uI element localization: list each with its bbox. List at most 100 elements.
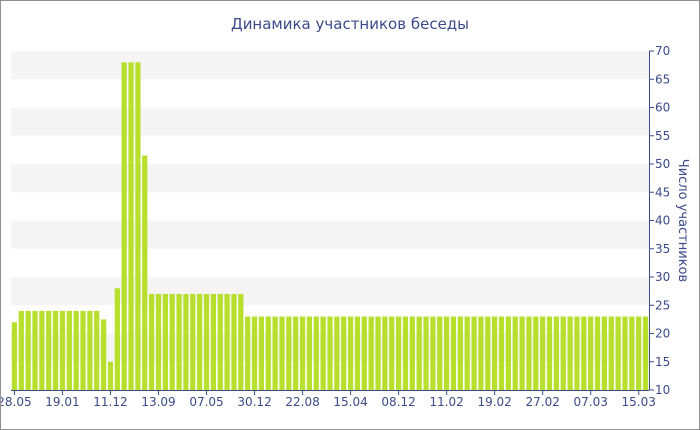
x-tick-label: 08.12 xyxy=(381,395,415,409)
bar xyxy=(231,293,237,390)
x-tick-label: 22.08 xyxy=(285,395,319,409)
bar xyxy=(478,316,484,390)
y-tick-label: 10 xyxy=(655,383,670,397)
chart-title: Динамика участников беседы xyxy=(230,15,470,33)
y-tick-label: 25 xyxy=(655,298,670,312)
bar xyxy=(286,316,292,390)
bar xyxy=(52,310,59,390)
bar xyxy=(443,316,450,390)
bar xyxy=(402,316,409,390)
x-tick-label: 15.04 xyxy=(333,395,367,409)
bar xyxy=(265,316,271,390)
bar xyxy=(361,316,367,390)
bar xyxy=(39,310,45,390)
bar xyxy=(567,316,573,390)
grid-bands xyxy=(11,51,649,362)
bar xyxy=(450,316,457,390)
y-axis-label: Число участников xyxy=(675,159,690,282)
bar xyxy=(169,293,175,390)
bar xyxy=(375,316,381,390)
bar xyxy=(492,316,498,390)
bar xyxy=(464,316,470,390)
bar xyxy=(615,316,621,390)
bar xyxy=(430,316,436,390)
bar xyxy=(594,316,601,390)
bar xyxy=(80,310,86,390)
grid-band xyxy=(11,51,649,80)
bar xyxy=(11,322,18,390)
bar xyxy=(190,293,196,390)
bar xyxy=(320,316,326,390)
y-tick-label: 60 xyxy=(655,101,670,115)
bar xyxy=(306,316,313,390)
x-tick-label: 15.03 xyxy=(622,395,656,409)
x-tick-label: 27.02 xyxy=(525,395,559,409)
bar xyxy=(498,316,505,390)
bar xyxy=(272,316,278,390)
x-tick-label: 11.02 xyxy=(429,395,463,409)
bar xyxy=(18,310,24,390)
x-tick-label: 28.05 xyxy=(1,395,32,409)
bar xyxy=(293,316,299,390)
y-tick-label: 50 xyxy=(655,157,670,171)
bar xyxy=(313,316,319,390)
y-tick-label: 65 xyxy=(655,72,670,86)
bar xyxy=(608,316,614,390)
bar xyxy=(203,293,210,390)
x-tick-label: 11.12 xyxy=(93,395,127,409)
bar xyxy=(437,316,443,390)
bar xyxy=(334,316,340,390)
bar xyxy=(135,62,141,391)
bar xyxy=(142,155,148,390)
bar xyxy=(32,310,38,390)
bar xyxy=(588,316,594,390)
x-tick-label: 13.09 xyxy=(141,395,175,409)
y-ticks: 10 15 20 25 30 35 40 45 50 55 60 65 70 xyxy=(649,44,670,397)
bar xyxy=(560,316,566,390)
bar xyxy=(155,293,162,390)
bar xyxy=(210,293,217,390)
bar xyxy=(245,316,251,390)
bar xyxy=(258,316,265,390)
bar xyxy=(533,316,539,390)
y-tick-label: 30 xyxy=(655,270,670,284)
bar xyxy=(546,316,553,390)
bar xyxy=(540,316,546,390)
bar xyxy=(409,316,415,390)
bar xyxy=(526,316,532,390)
bar xyxy=(382,316,388,390)
grid-band xyxy=(11,220,649,249)
bar xyxy=(354,316,361,390)
x-tick-label: 19.02 xyxy=(477,395,511,409)
bar xyxy=(251,316,258,390)
x-tick-label: 19.01 xyxy=(45,395,79,409)
x-tick-label: 07.05 xyxy=(189,395,223,409)
bar xyxy=(128,62,134,391)
bar xyxy=(149,293,155,390)
bar xyxy=(107,361,114,390)
bar xyxy=(279,316,285,390)
bar xyxy=(642,316,649,390)
bar xyxy=(389,316,395,390)
bar xyxy=(622,316,628,390)
bar xyxy=(341,316,347,390)
bar xyxy=(299,316,306,390)
bar xyxy=(416,316,422,390)
bar xyxy=(25,310,31,390)
bar xyxy=(238,293,244,390)
y-tick-label: 55 xyxy=(655,129,670,143)
bar xyxy=(395,316,402,390)
bar xyxy=(457,316,463,390)
y-tick-label: 40 xyxy=(655,214,670,228)
bar xyxy=(485,316,491,390)
bar xyxy=(368,316,374,390)
bar xyxy=(100,319,107,390)
bar xyxy=(217,293,223,390)
y-tick-label: 45 xyxy=(655,185,670,199)
bar xyxy=(162,293,168,390)
y-tick-label: 15 xyxy=(655,355,670,369)
bar xyxy=(601,316,608,390)
bar xyxy=(66,310,72,390)
grid-band xyxy=(11,277,649,306)
